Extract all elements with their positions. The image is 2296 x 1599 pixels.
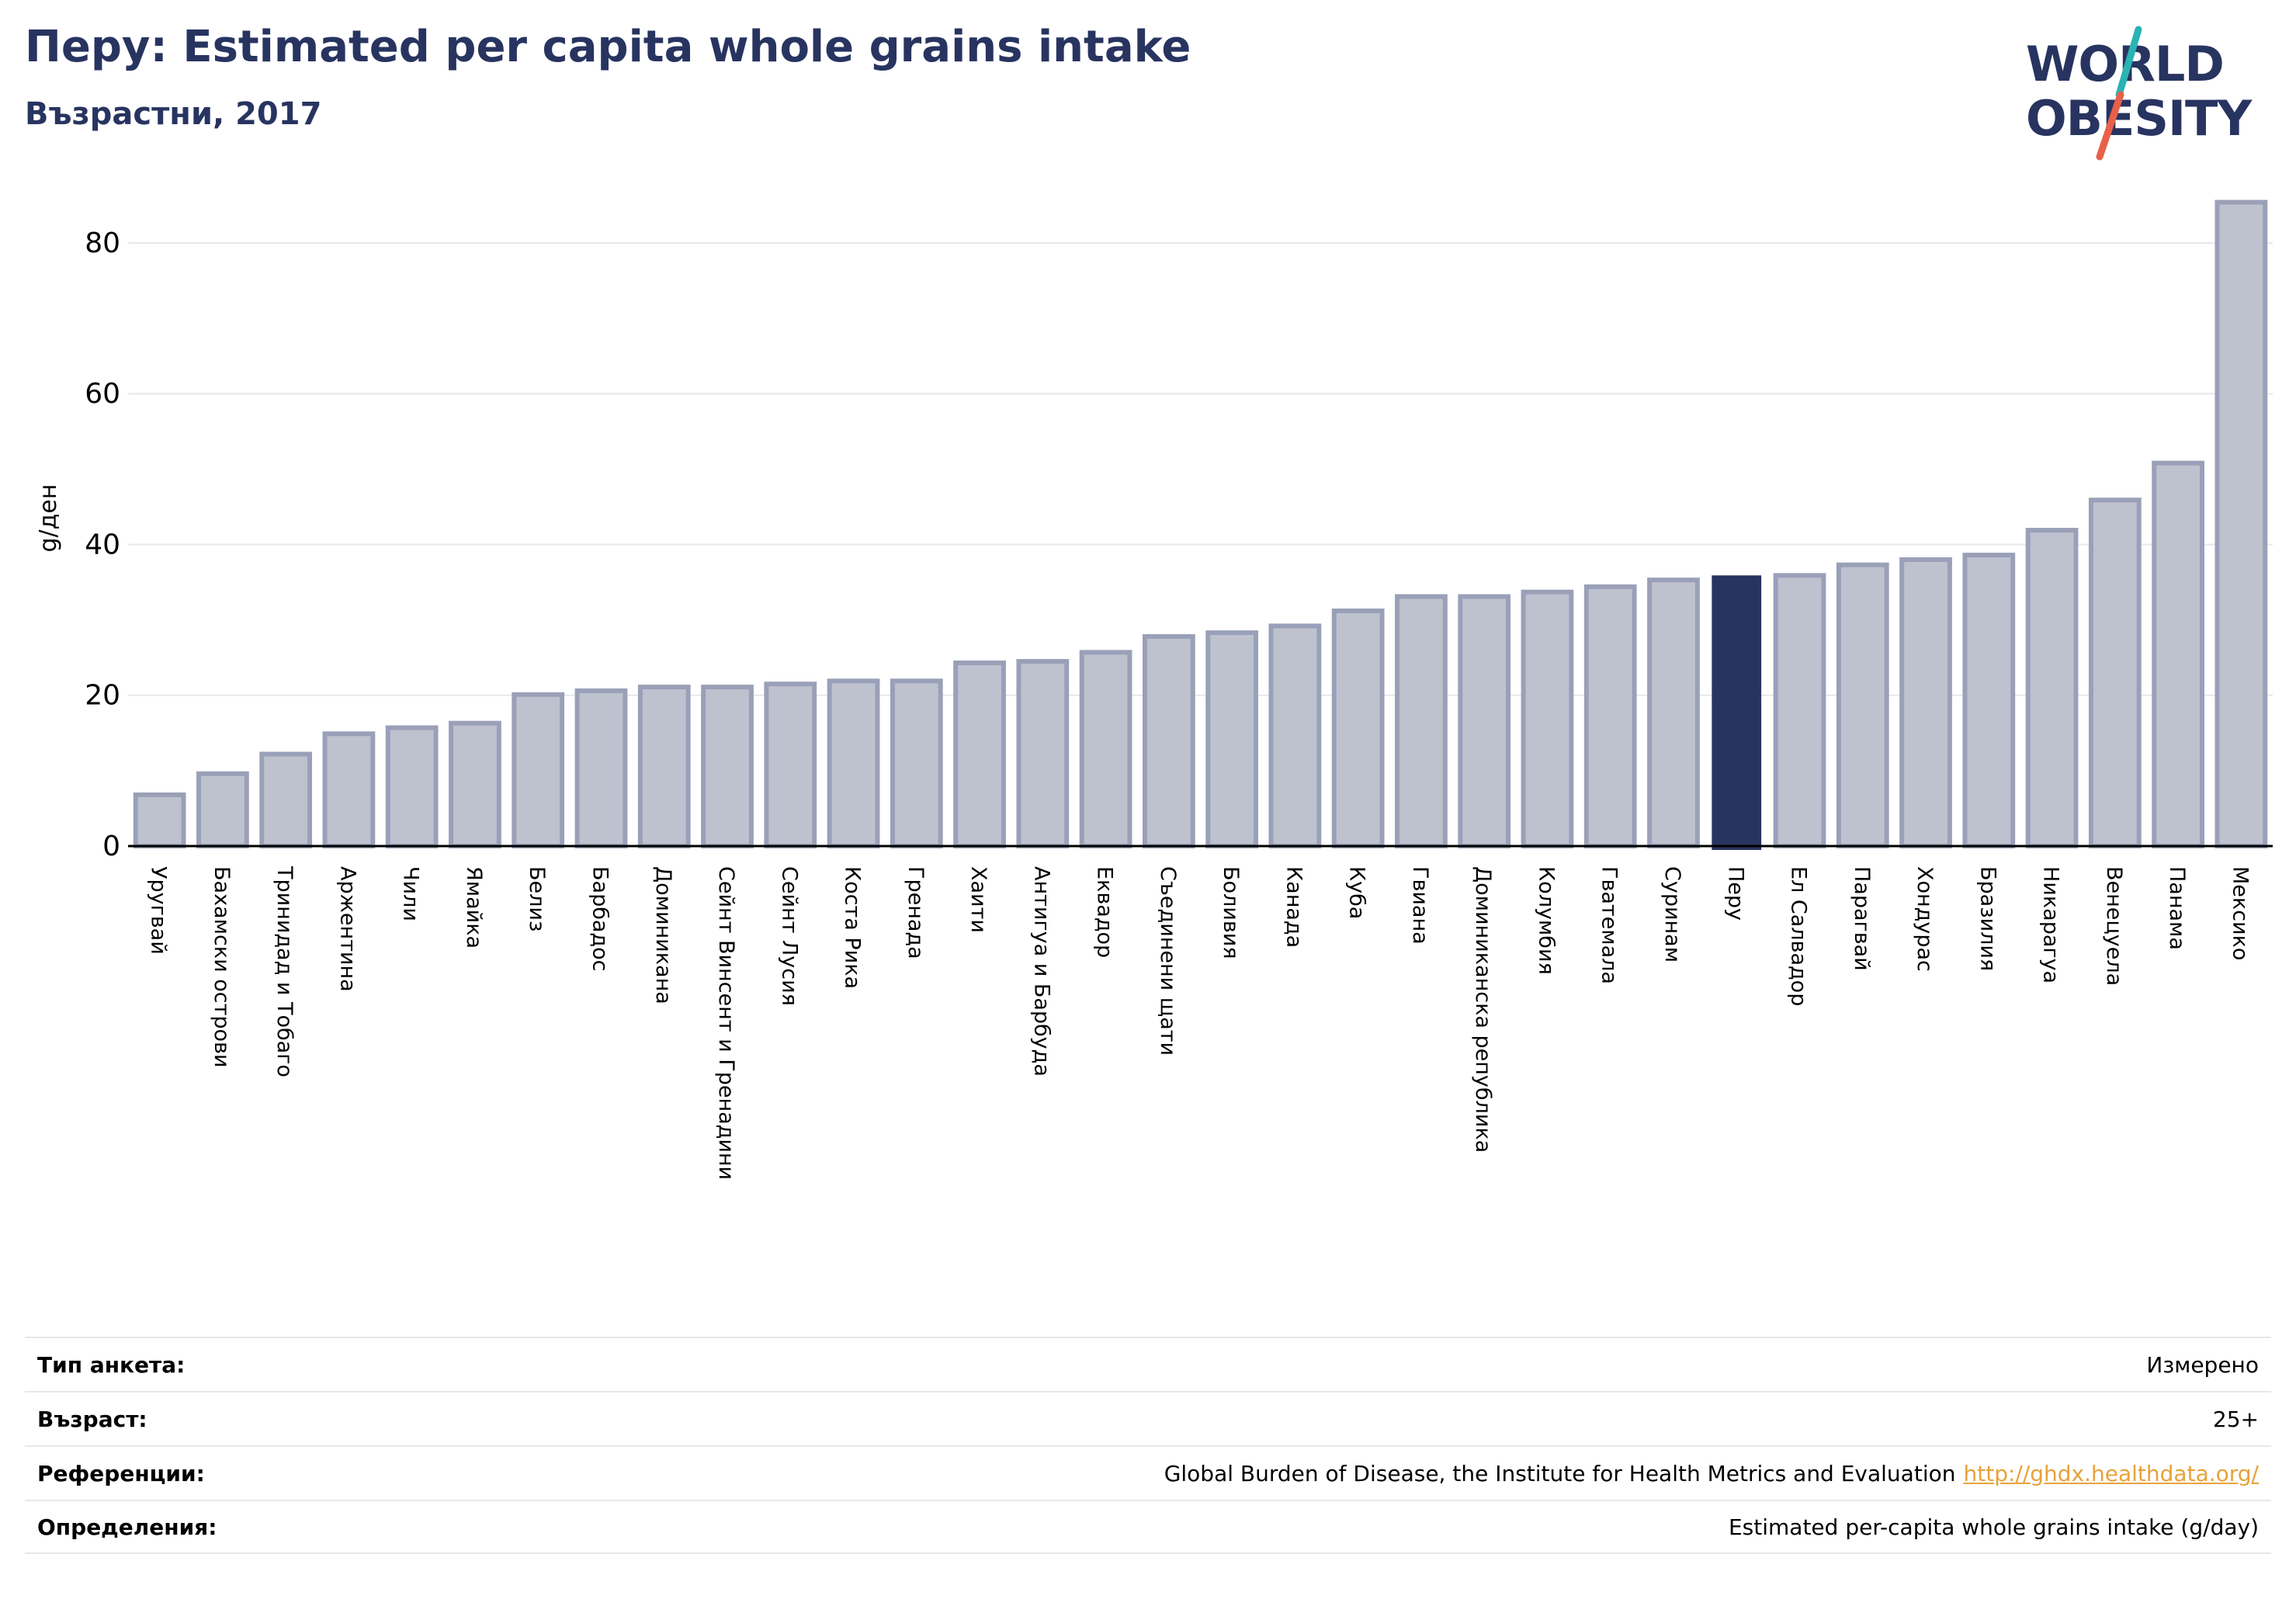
chart-title: Перу: Estimated per capita whole grains …: [25, 22, 1191, 72]
x-tick-label: Панама: [2165, 866, 2189, 950]
bar[interactable]: [1016, 659, 1070, 848]
y-tick-label: 20: [85, 680, 120, 712]
x-tick-label: Ел Салвадор: [1787, 866, 1811, 1006]
y-axis-label: g/ден: [35, 484, 62, 553]
meta-row-age: Възраст: 25+: [25, 1391, 2271, 1445]
y-axis-ticks: 0 20 40 60 80: [85, 227, 120, 862]
y-tick-label: 80: [85, 227, 120, 259]
x-tick-label: Канада: [1282, 866, 1306, 948]
x-tick-label: Еквадор: [1093, 866, 1117, 958]
x-tick-label: Чили: [399, 866, 423, 921]
bar[interactable]: [1521, 589, 1574, 848]
x-tick-label: Бахамски острови: [210, 866, 234, 1067]
x-tick-label: Съединени щати: [1156, 866, 1180, 1056]
bar[interactable]: [2088, 498, 2142, 848]
x-axis-labels: Уругвай Бахамски острови Тринидад и Тобаго…: [147, 865, 2253, 1180]
bar[interactable]: [2025, 528, 2079, 848]
x-tick-label: Сейнт Винсент и Гренадини: [714, 866, 738, 1180]
x-tick-label: Колумбия: [1534, 866, 1558, 975]
meta-value: Estimated per-capita whole grains intake…: [1728, 1514, 2259, 1540]
x-tick-label: Хаити: [966, 866, 990, 933]
meta-value-wrap: Global Burden of Disease, the Institute …: [1164, 1461, 2259, 1486]
x-tick-label: Антигуа и Барбуда: [1029, 866, 1053, 1077]
x-tick-label: Уругвай: [147, 866, 171, 955]
x-tick-label: Ямайка: [462, 866, 486, 949]
meta-value: Измерено: [2146, 1351, 2259, 1378]
meta-label: Определения:: [37, 1514, 217, 1540]
bar[interactable]: [1205, 630, 1259, 849]
x-tick-label: Хондурас: [1913, 866, 1937, 972]
meta-value: 25+: [2212, 1406, 2259, 1432]
bar[interactable]: [133, 792, 186, 849]
bar[interactable]: [1647, 578, 1700, 848]
bar[interactable]: [196, 771, 249, 848]
bar[interactable]: [1458, 594, 1511, 848]
x-tick-label: Мексико: [2228, 866, 2252, 960]
x-tick-label: Белиз: [525, 866, 549, 931]
meta-label: Възраст:: [37, 1406, 147, 1432]
x-tick-label: Гренада: [903, 866, 928, 959]
bar[interactable]: [1712, 575, 1762, 850]
x-tick-label: Коста Рика: [841, 866, 865, 989]
x-tick-label: Никарагуа: [2039, 866, 2063, 983]
bar[interactable]: [2214, 199, 2268, 849]
x-tick-label: Доминиканска република: [1471, 866, 1495, 1153]
bar[interactable]: [1331, 608, 1385, 848]
y-tick-label: 0: [102, 831, 120, 862]
bar-chart: 0 20 40 60 80 g/ден Уругвай Бахамски острови Т…: [35, 199, 2273, 1180]
bar[interactable]: [764, 682, 817, 848]
x-tick-label: Барбадос: [588, 866, 612, 971]
logo-text-obesity: OBESITY: [2026, 90, 2252, 147]
bar[interactable]: [953, 660, 1006, 849]
chart-subtitle: Възрастни, 2017: [25, 96, 322, 132]
reference-link[interactable]: http://ghdx.healthdata.org/: [1963, 1460, 2259, 1486]
metadata-table: Тип анкета: Измерено Възраст: 25+ Рефере…: [25, 1337, 2271, 1554]
bar[interactable]: [2152, 460, 2204, 848]
x-tick-label: Тринидад и Тобаго: [272, 865, 297, 1077]
x-tick-label: Венецуела: [2102, 866, 2126, 986]
bar[interactable]: [1899, 557, 1952, 849]
x-tick-label: Сейнт Лусия: [777, 866, 801, 1006]
world-obesity-logo[interactable]: WORLD OBESITY: [2026, 23, 2274, 163]
x-tick-label: Бразилия: [1975, 866, 1999, 971]
x-tick-label: Гватемала: [1597, 866, 1621, 984]
meta-row-definitions: Определения: Estimated per-capita whole …: [25, 1500, 2271, 1554]
bar[interactable]: [449, 720, 501, 848]
bar[interactable]: [322, 731, 376, 848]
bar[interactable]: [1583, 584, 1637, 848]
x-tick-label: Суринам: [1660, 866, 1684, 963]
x-tick-label: Аржентина: [335, 866, 359, 992]
bar[interactable]: [259, 751, 313, 848]
bar[interactable]: [574, 688, 628, 849]
x-tick-label: Парагвай: [1850, 866, 1874, 971]
meta-value: Global Burden of Disease, the Institute …: [1164, 1460, 1956, 1486]
bar[interactable]: [512, 692, 565, 849]
bar[interactable]: [637, 685, 691, 849]
bars: [133, 199, 2268, 850]
bar[interactable]: [1142, 633, 1195, 849]
bar[interactable]: [1079, 650, 1132, 849]
x-tick-label: Куба: [1345, 866, 1369, 919]
meta-label: Тип анкета:: [37, 1351, 186, 1378]
bar[interactable]: [1268, 623, 1322, 848]
bar[interactable]: [827, 678, 880, 848]
meta-row-references: Референции: Global Burden of Disease, th…: [25, 1445, 2271, 1500]
bar[interactable]: [890, 678, 943, 848]
y-tick-label: 40: [85, 529, 120, 560]
bar[interactable]: [385, 725, 439, 848]
bar[interactable]: [701, 685, 754, 849]
meta-row-survey-type: Тип анкета: Измерено: [25, 1337, 2271, 1391]
bar[interactable]: [1836, 562, 1889, 848]
bar[interactable]: [1395, 594, 1448, 848]
x-tick-label: Доминикана: [651, 866, 675, 1004]
x-tick-label: Боливия: [1219, 866, 1243, 959]
bar[interactable]: [1773, 573, 1826, 848]
meta-label: Референции:: [37, 1460, 205, 1486]
y-tick-label: 60: [85, 378, 120, 410]
x-tick-label: Перу: [1723, 866, 1747, 921]
bar[interactable]: [1962, 553, 2016, 849]
x-tick-label: Гвиана: [1408, 866, 1432, 945]
logo-slash-icon: [2096, 26, 2142, 161]
